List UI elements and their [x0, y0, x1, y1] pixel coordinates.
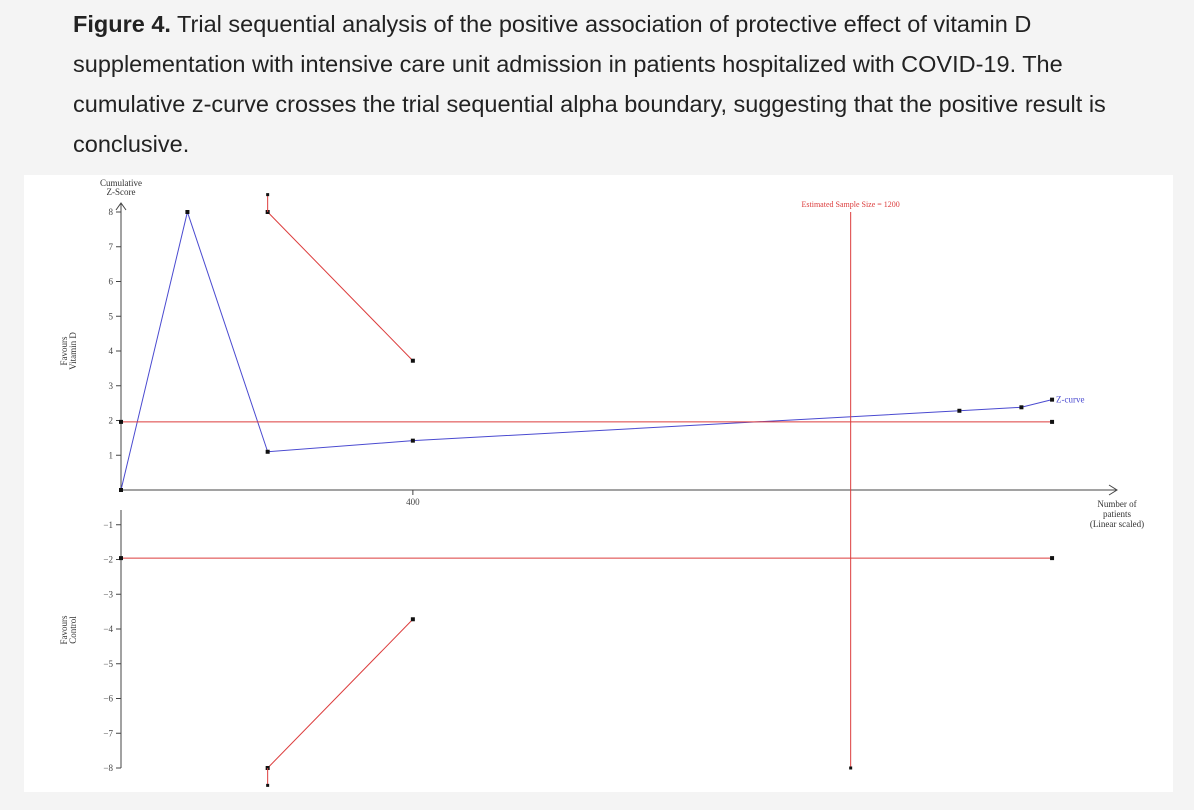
figure-label: Figure 4.	[73, 11, 171, 37]
favours-vitamin-d-label: Vitamin D	[68, 332, 78, 370]
z-curve-point	[1019, 405, 1024, 410]
y-tick-label: 5	[109, 311, 114, 321]
x-tick-label: 400	[406, 497, 420, 507]
z-curve-point	[410, 438, 415, 443]
x-axis-title: Number of	[1097, 499, 1136, 509]
y-tick-label: −5	[103, 659, 113, 669]
y-tick-label: −1	[103, 520, 113, 530]
figure-caption: Figure 4. Trial sequential analysis of t…	[73, 4, 1143, 164]
y-axis-title: Cumulative	[100, 178, 142, 188]
tsa-chart: −8 −7 −6 −5 −4 −3 −2 −1 1 2 3 4 5 6 7 8 400 CumulativeZ-S…	[59, 178, 1144, 787]
y-tick-label: 4	[109, 346, 114, 356]
boundary-point	[119, 419, 123, 424]
z-curve-point	[1050, 397, 1055, 402]
figure-caption-text: Trial sequential analysis of the positiv…	[73, 11, 1106, 157]
favours-control-label: Control	[68, 616, 78, 644]
y-tick-label: −7	[103, 728, 113, 738]
y-tick-label: 7	[109, 242, 114, 252]
y-tick-label: 1	[109, 450, 114, 460]
y-axis-title: Z-Score	[107, 187, 136, 197]
z-curve-label: Z-curve	[1056, 395, 1084, 405]
y-axis-arrow	[115, 202, 127, 211]
y-tick-label: −4	[103, 624, 113, 634]
boundary-point	[119, 556, 123, 561]
z-curve-line	[120, 210, 1053, 491]
z-curve-point	[119, 488, 123, 492]
y-tick-label: −8	[103, 763, 113, 773]
x-axis-title: patients	[1103, 509, 1131, 519]
x-axis-arrow	[1108, 484, 1118, 496]
z-curve-point	[185, 210, 190, 214]
boundary-line	[267, 618, 414, 769]
z-curve-point	[265, 449, 270, 454]
y-tick-label: 8	[109, 207, 114, 217]
z-curve-point	[957, 408, 962, 413]
x-axis-title: (Linear scaled)	[1090, 519, 1144, 529]
boundary-point	[410, 358, 415, 363]
favours-control-label: Favours	[59, 615, 69, 644]
y-tick-label: 6	[109, 277, 114, 287]
y-tick-label: −2	[103, 555, 113, 565]
boundary-line	[267, 211, 414, 362]
favours-vitamin-d-label: Favours	[59, 336, 69, 365]
sample-size-point	[849, 766, 853, 770]
tsa-chart-panel: −8 −7 −6 −5 −4 −3 −2 −1 1 2 3 4 5 6 7 8 400 Cumulative Z-S…	[24, 175, 1173, 792]
y-tick-label: 3	[109, 381, 114, 391]
boundary-point	[1050, 419, 1055, 424]
boundary-cap-point	[266, 783, 270, 787]
boundary-point	[410, 617, 415, 622]
y-tick-label: 2	[109, 416, 114, 426]
y-tick-label: −3	[103, 589, 113, 599]
y-tick-label: −6	[103, 694, 113, 704]
boundary-cap-point	[266, 193, 270, 197]
boundary-point	[1050, 556, 1055, 561]
sample-size-label: Estimated Sample Size = 1200	[802, 200, 900, 209]
